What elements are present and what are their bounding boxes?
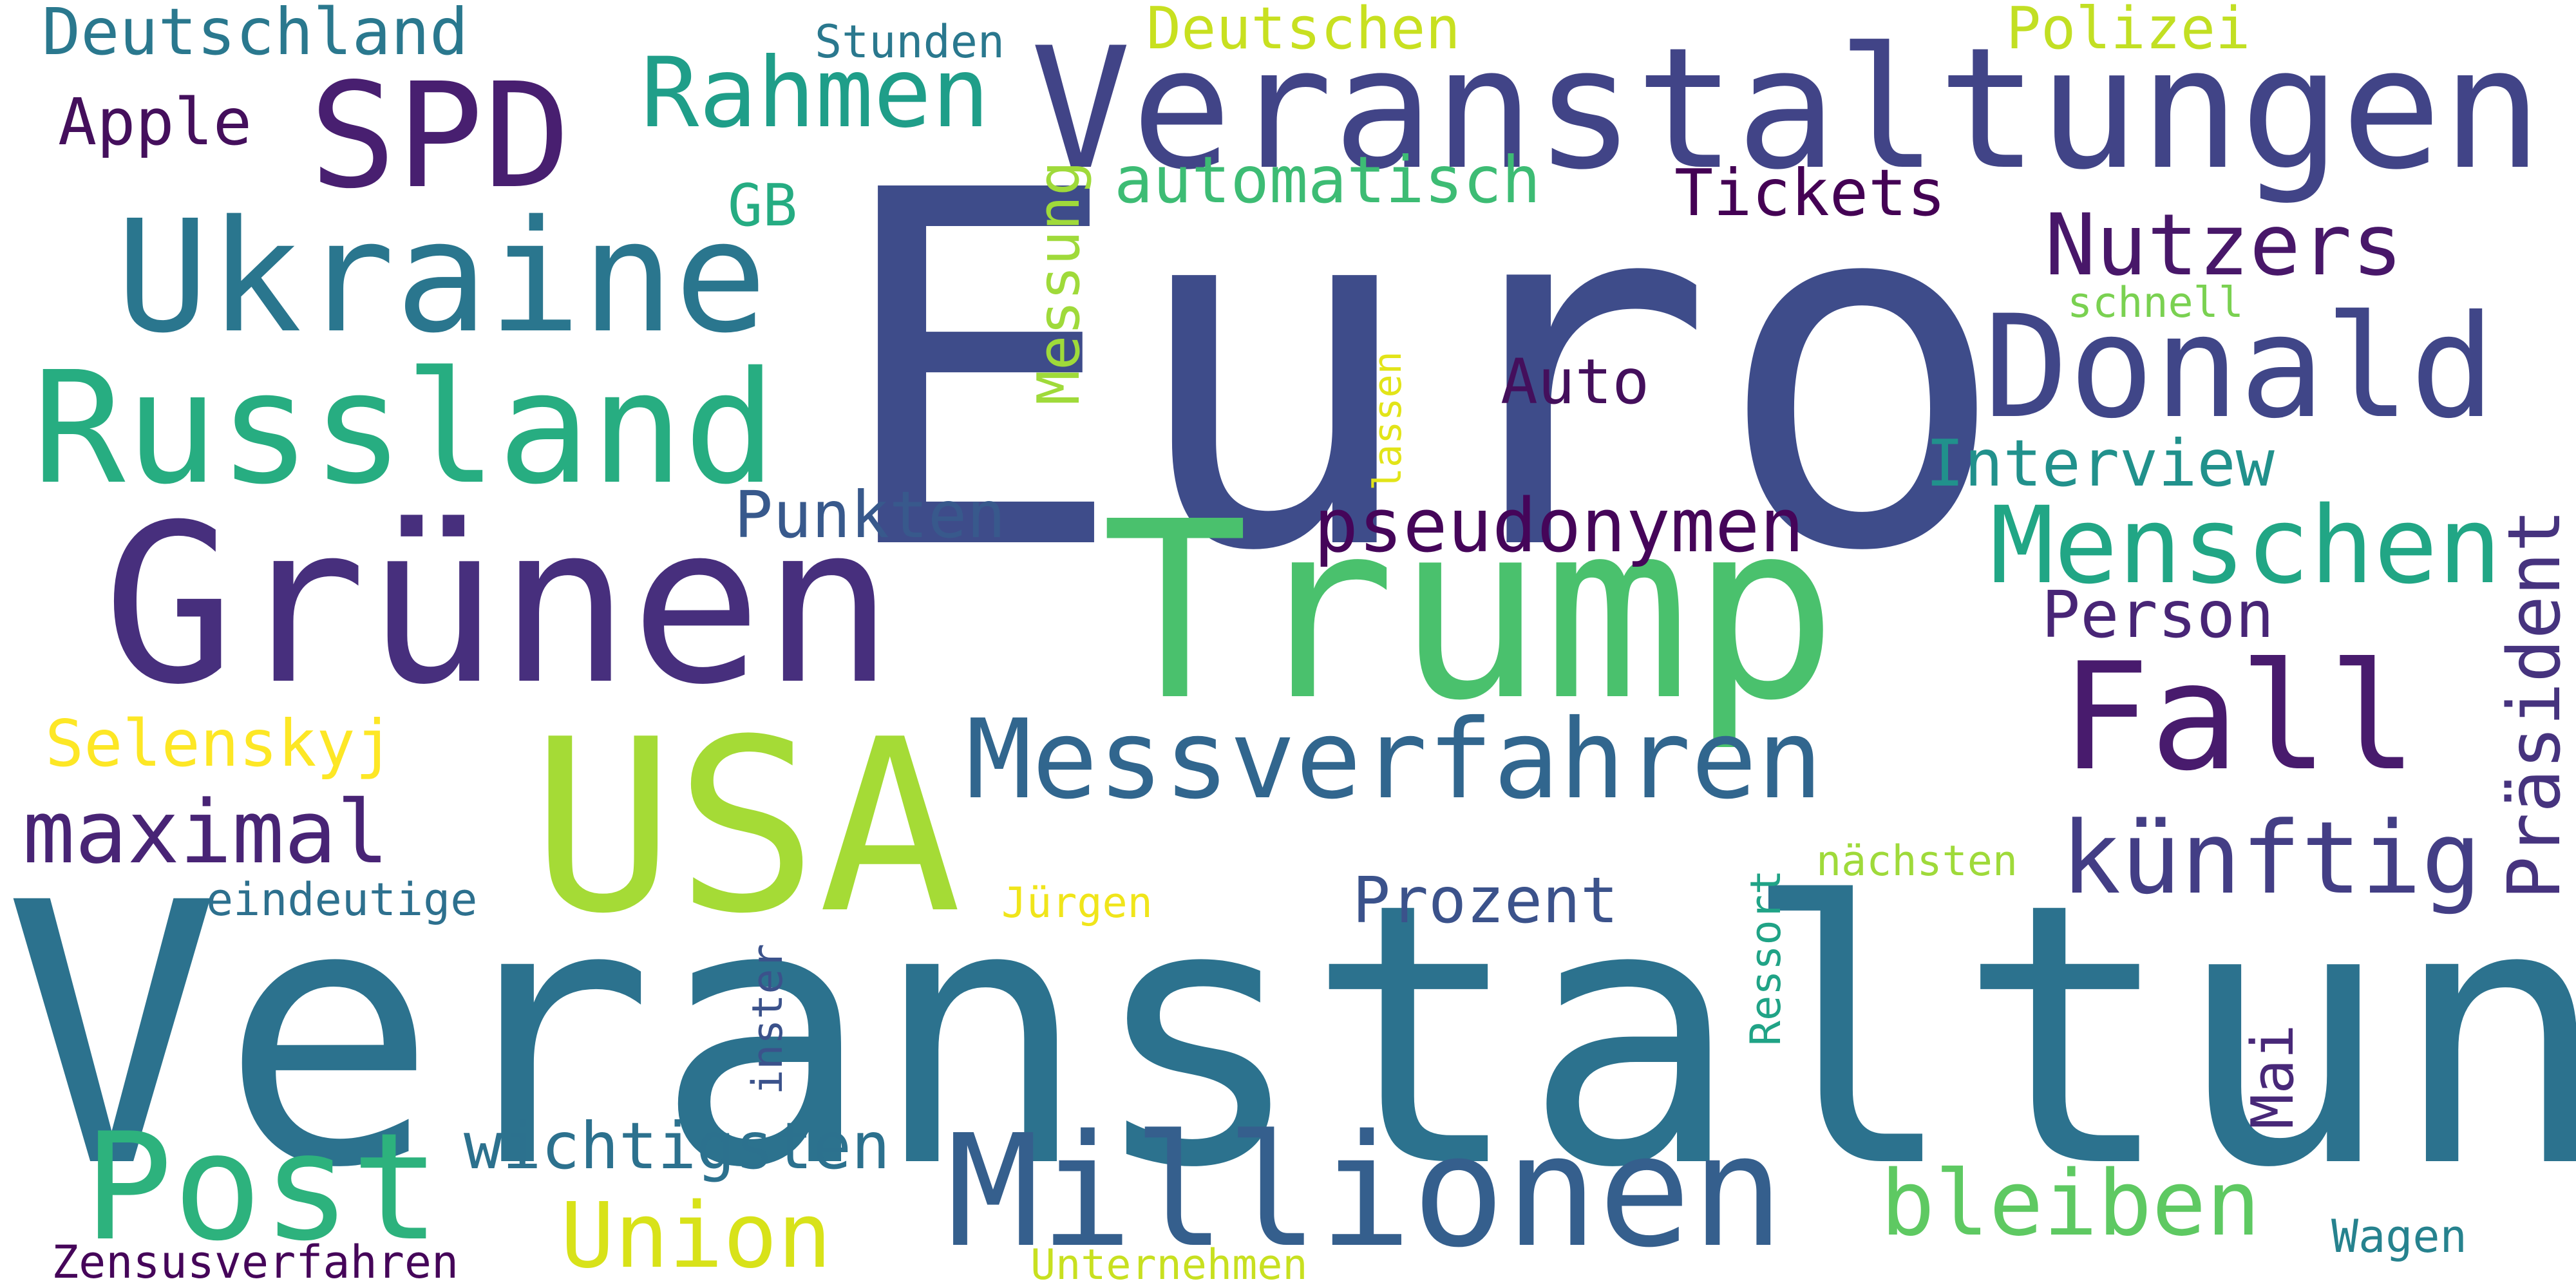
word-nutzers: Nutzers [2045,196,2403,295]
word-gb: GB [728,172,798,240]
word-messverfahren: Messverfahren [966,696,1823,824]
word-messung: Messung [1025,160,1093,405]
word-stunden: Stunden [815,15,1005,68]
word-mai: Mai [2239,1024,2307,1129]
word-prozent: Prozent [1352,864,1619,938]
word-punkten: Punkten [734,477,1006,553]
word-person: Person [2041,577,2275,652]
word-schnell: schnell [2067,279,2244,327]
word-russland: Russland [32,338,777,518]
word-ressort: Ressort [1742,869,1790,1046]
word-maximal: maximal [23,782,389,883]
word-unternehmen: Unternehmen [1030,1241,1308,1288]
word-polizei: Polizei [2006,0,2251,62]
word-apple: Apple [58,84,252,160]
word-automatisch: automatisch [1114,142,1541,218]
word-spd: SPD [309,52,571,221]
word-veranstaltung: Veranstaltung [3,827,2576,1247]
word-interview: Interview [1926,426,2275,501]
word-rahmen: Rahmen [641,37,990,149]
word-deutschland: Deutschland [42,0,469,70]
word-naechsten: nächsten [1816,837,2018,886]
word-bleiben: bleiben [1880,1151,2261,1256]
word-union: Union [560,1184,832,1288]
word-trump: Trump [1101,469,1838,754]
word-praesident: Präsident [2493,509,2576,900]
word-lassen: lassen [1365,351,1410,491]
word-kuenftig: künftig [2061,800,2482,916]
word-pseudonymen: pseudonymen [1314,483,1804,569]
word-usa: USA [531,689,962,966]
word-zensusverfahren: Zensusverfahren [52,1236,459,1288]
word-deutschen: Deutschen [1146,0,1461,62]
word-donald: Donald [1984,285,2496,450]
word-wagen: Wagen [2331,1210,2467,1263]
word-wichtigsten: wichtigsten [464,1108,891,1184]
word-tickets: Tickets [1674,155,1946,231]
word-ukraine: Ukraine [116,187,768,367]
word-euro: Euro [831,89,2010,658]
word-veranstaltungen: Veranstaltungen [1030,12,2543,207]
word-fall: Fall [2061,632,2418,804]
word-post: Post [84,1102,440,1274]
word-inster: inster [744,943,792,1095]
word-millionen: Millionen [947,1101,1785,1282]
word-gruenen: Grünen [103,478,895,733]
word-menschen: Menschen [1990,484,2502,607]
word-selenskyj: Selenskyj [45,706,394,781]
word-eindeutige: eindeutige [206,873,478,926]
word-auto: Auto [1501,346,1650,418]
word-juergen: Jürgen [1001,879,1153,927]
